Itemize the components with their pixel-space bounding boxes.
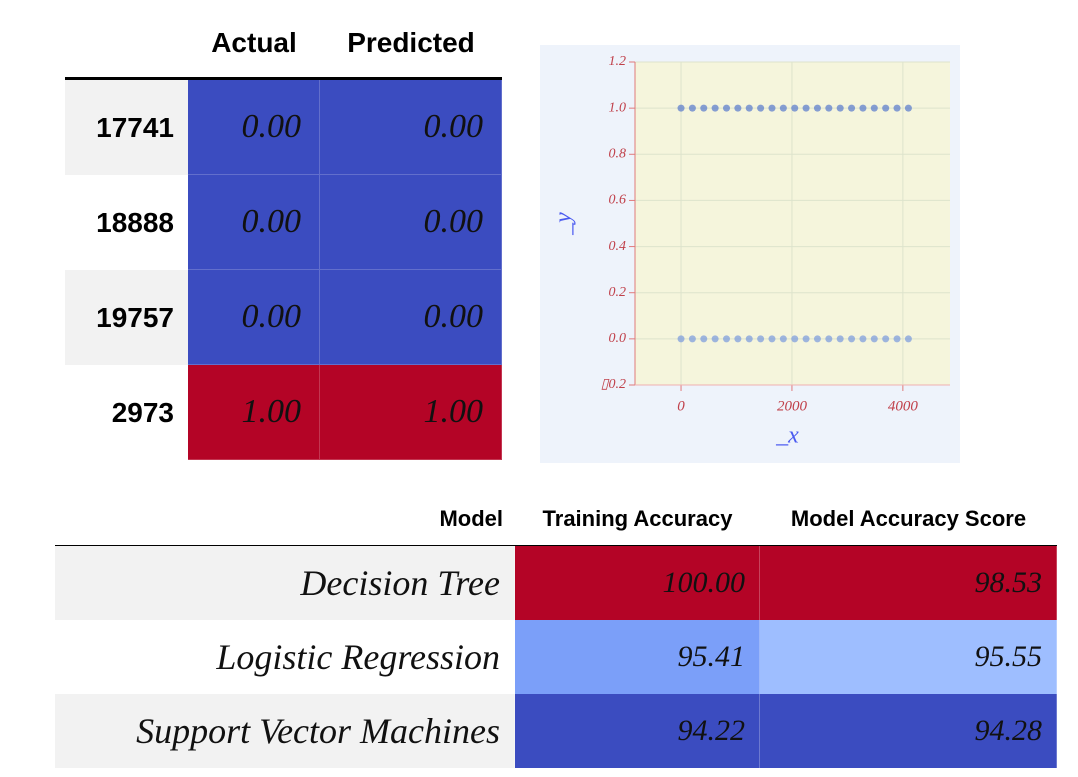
y-axis-label: _y (551, 212, 577, 236)
y-tick-label: 0.0 (609, 331, 627, 346)
point (802, 104, 810, 112)
cell: 98.53 (760, 546, 1057, 620)
point (779, 104, 787, 112)
cell: 94.22 (515, 694, 760, 768)
point (904, 104, 912, 112)
x-axis-label: _x (775, 423, 799, 449)
cell: 94.28 (760, 694, 1057, 768)
point (757, 104, 765, 112)
point (882, 104, 890, 112)
point (677, 104, 685, 112)
point (791, 104, 799, 112)
cell: 0.00 (188, 80, 320, 175)
column-header: Model (439, 506, 503, 531)
model-name: Decision Tree (55, 546, 515, 620)
point (791, 335, 799, 343)
point (688, 335, 696, 343)
point (836, 335, 844, 343)
row-index: 18888 (65, 175, 188, 270)
cell: 95.55 (760, 620, 1057, 694)
plot-area (635, 62, 950, 385)
point (711, 335, 719, 343)
y-tick-label: 1.0 (609, 100, 627, 115)
y-tick-label: 0.6 (609, 193, 627, 208)
column-header: Model Accuracy Score (790, 506, 1027, 531)
point (711, 104, 719, 112)
point (870, 104, 878, 112)
point (745, 335, 753, 343)
point (859, 104, 867, 112)
point (836, 104, 844, 112)
cell: 0.00 (320, 175, 502, 270)
y-tick-label: 0.4 (609, 239, 627, 254)
point (757, 335, 765, 343)
cell: 1.00 (320, 365, 502, 460)
cell: 0.00 (320, 80, 502, 175)
cell: 1.00 (188, 365, 320, 460)
point (848, 104, 856, 112)
point (700, 104, 708, 112)
point (677, 335, 685, 343)
cell: 95.41 (515, 620, 760, 694)
point (904, 335, 912, 343)
column-header: Training Accuracy (542, 506, 733, 531)
point (893, 335, 901, 343)
column-header: Predicted (347, 26, 475, 58)
point (768, 104, 776, 112)
point (734, 335, 742, 343)
row-index: 2973 (65, 365, 188, 460)
point (802, 335, 810, 343)
point (745, 104, 753, 112)
cell: 0.00 (188, 270, 320, 365)
point (813, 104, 821, 112)
cell: 0.00 (188, 175, 320, 270)
header-rule (65, 77, 502, 80)
point (893, 104, 901, 112)
point (779, 335, 787, 343)
row-index: 17741 (65, 80, 188, 175)
cell: 100.00 (515, 546, 760, 620)
point (859, 335, 867, 343)
point (813, 335, 821, 343)
point (723, 335, 731, 343)
y-tick-label: 0.2 (609, 285, 627, 300)
point (688, 104, 696, 112)
chart: ▯0.2 0.0 0.2 0.4 0.6 0.8 1.0 1.2 0 2000 4000 _x _y (540, 45, 960, 463)
x-tick-label: 4000 (888, 398, 919, 414)
point (768, 335, 776, 343)
point (848, 335, 856, 343)
point (723, 104, 731, 112)
x-tick-label: 0 (677, 398, 685, 414)
column-header: Actual (211, 26, 297, 58)
model-name: Logistic Regression (55, 620, 515, 694)
model-name: Support Vector Machines (55, 694, 515, 768)
point (882, 335, 890, 343)
point (734, 104, 742, 112)
point (870, 335, 878, 343)
y-tick-label: ▯0.2 (601, 377, 626, 392)
y-tick-label: 1.2 (609, 54, 627, 69)
point (825, 335, 833, 343)
y-tick-label: 0.8 (609, 147, 627, 162)
row-index: 19757 (65, 270, 188, 365)
x-tick-label: 2000 (777, 398, 808, 414)
cell: 0.00 (320, 270, 502, 365)
point (700, 335, 708, 343)
point (825, 104, 833, 112)
